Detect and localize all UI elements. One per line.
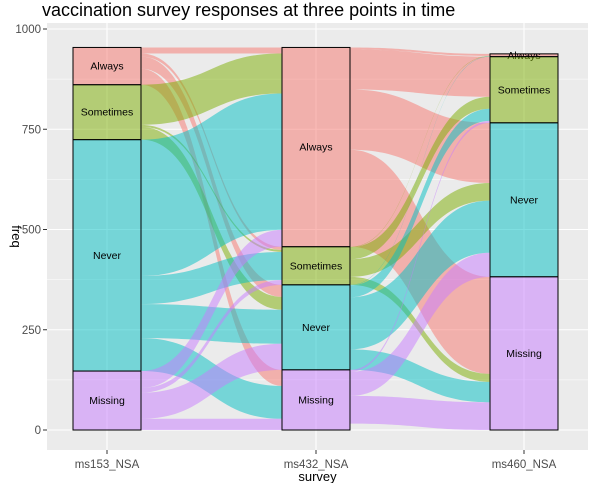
flow-missing-to-never: [350, 252, 490, 396]
flow-missing-to-missing: [350, 395, 490, 430]
stratum-column-ms432_NSA: Always Sometimes Never Missing: [281, 46, 351, 431]
flow-never-to-sometimes: [350, 108, 490, 298]
flow-always-to-always: [141, 47, 282, 54]
stratum-label: Sometimes: [290, 260, 343, 272]
flow-missing-to-sometimes: [350, 120, 490, 372]
stratum-label: Never: [302, 322, 331, 334]
flow-never-to-never: [350, 200, 490, 350]
flow-never-to-never: [141, 304, 282, 344]
stratum-column-ms153_NSA: Always Sometimes Never Missing: [72, 46, 142, 431]
stratum-label: Always: [90, 61, 123, 73]
flow-always-to-sometimes: [350, 49, 490, 97]
stratum-label: Missing: [298, 394, 334, 406]
y-tick-label: 500: [22, 225, 41, 237]
stratum-label: Missing: [89, 395, 125, 407]
y-tick-label: 0: [35, 425, 41, 437]
y-tick-label: 1000: [15, 24, 41, 36]
y-tick-label: 750: [22, 124, 41, 136]
flow-sometimes-to-never: [350, 182, 490, 277]
flow-missing-to-always: [141, 229, 282, 388]
stratum-never: [72, 139, 142, 372]
stratum-missing: [281, 369, 351, 431]
x-axis-title: survey: [298, 469, 337, 483]
flow-sometimes-to-always: [141, 53, 282, 125]
stratum-label: Sometimes: [81, 107, 134, 119]
stratum-label: Never: [93, 250, 122, 262]
flow-sometimes-to-always: [350, 55, 490, 248]
flow-missing-to-sometimes: [141, 280, 282, 393]
flow-never-to-always: [141, 93, 282, 277]
flow-never-to-always: [350, 56, 490, 286]
stratum-always: [72, 46, 142, 86]
x-tick-label: ms432_NSA: [284, 459, 349, 471]
flows: [141, 47, 490, 430]
flow-missing-to-never: [141, 343, 282, 419]
x-tick-label: ms153_NSA: [75, 459, 140, 471]
stratum-sometimes: [281, 246, 351, 286]
flow-always-to-always: [350, 47, 490, 56]
stratum-missing: [489, 276, 559, 431]
stratum-label: Missing: [506, 348, 542, 360]
stratum-label: Sometimes: [498, 84, 551, 96]
flow-missing-to-missing: [141, 418, 282, 430]
flow-always-to-never: [350, 89, 490, 183]
flow-sometimes-to-sometimes: [350, 96, 490, 260]
y-axis-title: freq: [9, 225, 24, 247]
stratum-never: [489, 122, 559, 278]
y-tick-label: 250: [22, 325, 41, 337]
flow-never-to-sometimes: [141, 251, 282, 305]
stratum-label: Never: [510, 194, 539, 206]
stratum-never: [281, 284, 351, 371]
stratum-label: Always: [299, 142, 332, 154]
x-tick-label: ms460_NSA: [492, 459, 557, 471]
stratum-always: [281, 46, 351, 248]
stratum-missing: [72, 370, 142, 431]
chart-title: vaccination survey responses at three po…: [42, 0, 456, 20]
